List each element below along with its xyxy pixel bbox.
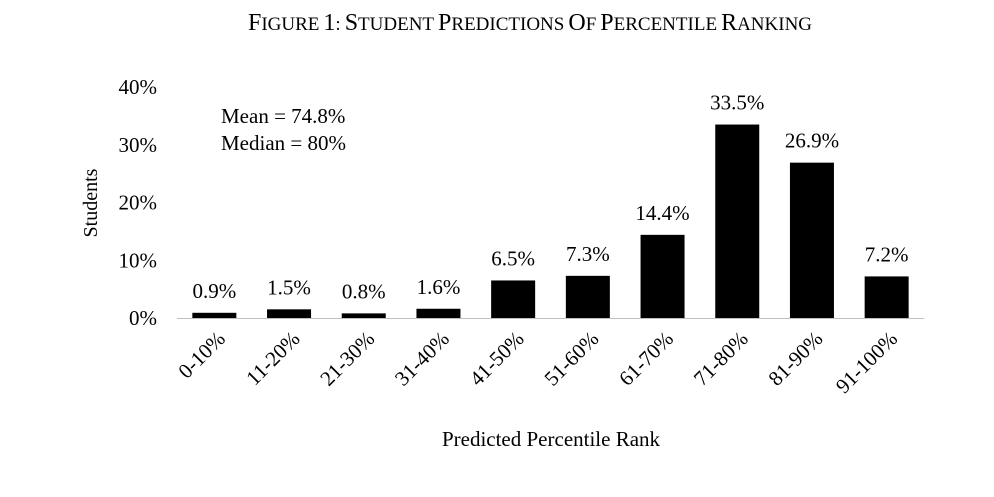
x-axis: 0-10% 11-20% 21-30% 31-40% 41-50% 51-60% 61-70… (173, 327, 902, 398)
y-tick-label: 0% (129, 306, 157, 330)
x-tick-label: 31-40% (390, 327, 454, 391)
y-axis-title: Students (80, 168, 102, 237)
bar (192, 312, 237, 318)
x-tick-label: 41-50% (465, 327, 529, 391)
y-tick-label: 20% (119, 191, 158, 215)
bar (715, 124, 760, 318)
y-tick-label: 40% (119, 75, 158, 99)
bar (640, 234, 685, 318)
chart-title: FIGURE 1: STUDENT PREDICTIONS OF PERCENT… (248, 10, 812, 36)
bar (565, 275, 610, 318)
y-axis: 0% 10% 20% 30% 40% (119, 75, 158, 330)
x-tick-label: 71-80% (689, 327, 753, 391)
x-axis-title: Predicted Percentile Rank (442, 427, 661, 451)
bars: 0.9% 1.5% 0.8% 1.6% 6.5% 7.3% 14.4% 33.5% 26.9% 7… (192, 91, 909, 318)
data-label: 33.5% (710, 91, 764, 115)
data-label: 14.4% (635, 201, 689, 225)
data-label: 26.9% (785, 129, 839, 153)
x-tick-label: 51-60% (539, 327, 603, 391)
data-label: 0.9% (192, 279, 236, 303)
bar (416, 308, 461, 318)
annotation-box: Mean = 74.8% Median = 80% (221, 104, 346, 155)
annotation-text: Mean = 74.8% (221, 104, 345, 128)
bar (864, 276, 909, 318)
x-tick-label: 0-10% (173, 327, 230, 384)
x-tick-label: 61-70% (614, 327, 678, 391)
data-label: 7.3% (566, 242, 610, 266)
x-tick-label: 21-30% (315, 327, 379, 391)
y-tick-label: 30% (119, 133, 158, 157)
data-label: 1.6% (417, 275, 461, 299)
y-tick-label: 10% (119, 248, 158, 272)
data-label: 6.5% (491, 246, 535, 270)
data-label: 7.2% (865, 242, 909, 266)
bar (341, 313, 386, 318)
x-tick-label: 91-100% (831, 327, 902, 398)
bar (491, 280, 536, 318)
bar (267, 309, 312, 318)
x-tick-label: 11-20% (241, 327, 304, 390)
x-tick-label: 81-90% (763, 327, 827, 391)
annotation-text: Median = 80% (221, 131, 346, 155)
bar (789, 162, 834, 318)
data-label: 0.8% (342, 279, 386, 303)
data-label: 1.5% (267, 275, 311, 299)
